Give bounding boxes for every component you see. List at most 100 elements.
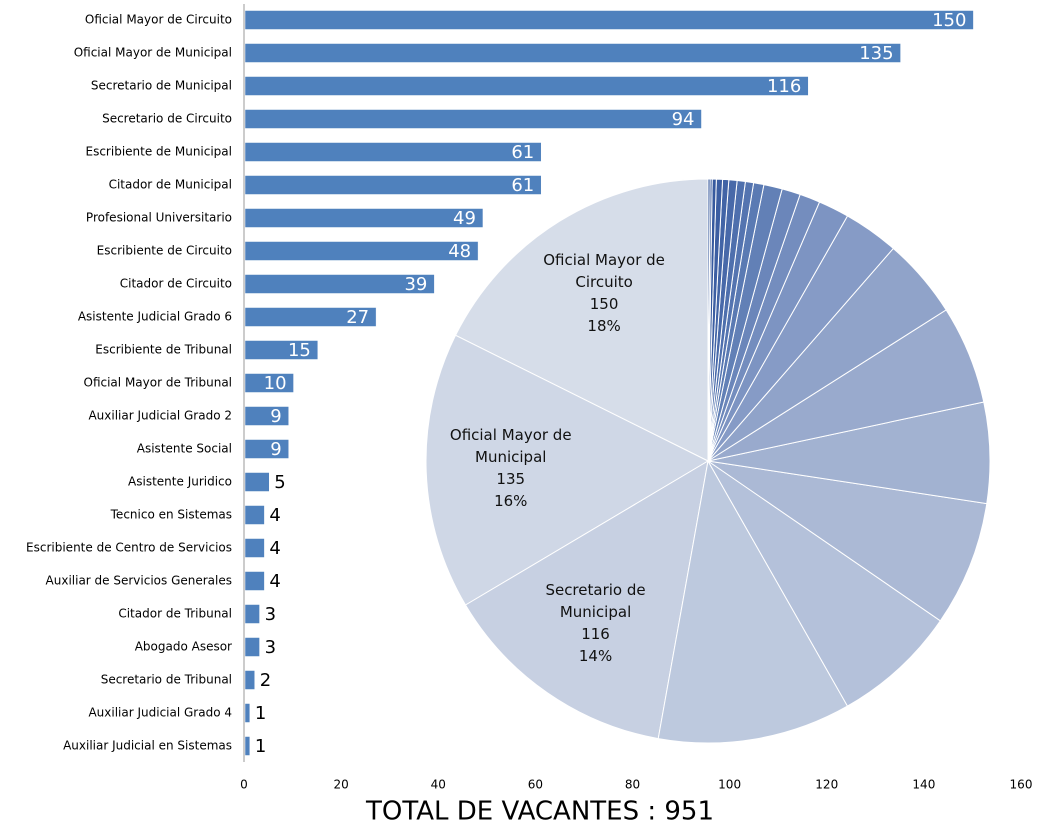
pie-slice (464, 460, 709, 740)
pie-label: Oficial Mayor de Municipal 135 16% (426, 424, 596, 512)
pie-label: Oficial Mayor de Circuito 150 18% (519, 249, 689, 337)
bar (244, 175, 542, 195)
bar (244, 439, 289, 459)
category-label: Auxiliar Judicial Grado 4 (88, 706, 232, 720)
value-label: 15 (288, 340, 311, 361)
x-tick-label: 140 (912, 778, 935, 792)
slice-percent: 18% (587, 317, 621, 336)
x-tick-label: 120 (815, 778, 838, 792)
slice-name: Secretario de Municipal (545, 581, 646, 622)
value-label: 9 (270, 406, 281, 427)
value-label: 116 (767, 76, 801, 97)
category-label: Abogado Asesor (135, 640, 232, 654)
bar (244, 604, 260, 624)
category-label: Secretario de Tribunal (101, 673, 232, 687)
category-label: Oficial Mayor de Tribunal (84, 376, 233, 390)
value-label: 150 (932, 10, 966, 31)
value-label: 3 (265, 604, 276, 625)
value-label: 3 (265, 637, 276, 658)
value-label: 27 (346, 307, 369, 328)
category-label: Asistente Social (137, 442, 232, 456)
pie-slice (425, 334, 710, 606)
value-label: 1 (255, 703, 266, 724)
value-label: 1 (255, 736, 266, 757)
category-label: Auxiliar Judicial Grado 2 (88, 409, 232, 423)
category-label: Citador de Municipal (109, 178, 232, 192)
category-label: Oficial Mayor de Municipal (74, 46, 232, 60)
bar (244, 10, 974, 30)
slice-name: Oficial Mayor de Circuito (543, 251, 665, 292)
bar (244, 703, 251, 723)
pie-label: Secretario de Municipal 116 14% (511, 579, 681, 667)
bar (244, 406, 289, 426)
x-tick-label: 20 (333, 778, 348, 792)
category-label: Escribiente de Circuito (97, 244, 232, 258)
pie-slice (454, 178, 709, 462)
x-tick-label: 100 (718, 778, 741, 792)
value-label: 94 (672, 109, 695, 130)
bar (244, 505, 265, 525)
pie-slice (657, 459, 849, 744)
bar (244, 307, 377, 327)
value-label: 61 (511, 175, 534, 196)
category-label: Auxiliar Judicial en Sistemas (63, 739, 232, 753)
category-label: Citador de Circuito (120, 277, 232, 291)
x-tick-label: 40 (431, 778, 446, 792)
category-label: Tecnico en Sistemas (110, 508, 232, 522)
value-label: 135 (859, 43, 893, 64)
value-label: 4 (269, 538, 280, 559)
bar (244, 736, 251, 756)
slice-value: 116 (581, 625, 610, 644)
value-label: 5 (274, 472, 285, 493)
value-label: 9 (270, 439, 281, 460)
category-label: Escribiente de Centro de Servicios (26, 541, 232, 555)
category-label: Secretario de Circuito (102, 112, 232, 126)
category-label: Escribiente de Municipal (86, 145, 233, 159)
slice-name: Oficial Mayor de Municipal (449, 426, 572, 467)
bar (244, 274, 435, 294)
value-label: 2 (260, 670, 271, 691)
bar (244, 373, 294, 393)
pie-slice (707, 178, 711, 462)
category-label: Citador de Tribunal (118, 607, 232, 621)
value-label: 10 (264, 373, 287, 394)
category-label: Profesional Universitario (86, 211, 232, 225)
value-label: 61 (511, 142, 534, 163)
slice-percent: 16% (494, 492, 528, 511)
value-label: 4 (269, 571, 280, 592)
bar (244, 340, 319, 360)
bar (244, 109, 702, 129)
x-axis-label: TOTAL DE VACANTES : 951 (365, 797, 714, 827)
slice-value: 150 (589, 295, 619, 314)
bar (244, 571, 265, 591)
pie-slice (707, 460, 988, 622)
category-label: Asistente Judicial Grado 6 (78, 310, 232, 324)
pie-slice (707, 460, 942, 707)
x-tick-label: 160 (1010, 778, 1033, 792)
bar (244, 208, 484, 228)
bar (244, 142, 542, 162)
x-tick-label: 60 (528, 778, 543, 792)
category-label: Secretario de Municipal (91, 79, 232, 93)
x-tick-label: 0 (240, 778, 248, 792)
bar (244, 43, 901, 63)
category-label: Escribiente de Tribunal (95, 343, 232, 357)
bar (244, 76, 809, 96)
x-tick-label: 80 (625, 778, 640, 792)
value-label: 48 (448, 241, 471, 262)
category-label: Asistente Juridico (128, 475, 232, 489)
value-label: 49 (453, 208, 476, 229)
bar (244, 538, 265, 558)
value-label: 39 (404, 274, 427, 295)
value-label: 4 (269, 505, 280, 526)
bar (244, 472, 270, 492)
slice-percent: 14% (578, 647, 613, 666)
bar (244, 241, 479, 261)
category-label: Auxiliar de Servicios Generales (46, 574, 232, 588)
bar (244, 670, 255, 690)
bar (244, 637, 260, 657)
category-label: Oficial Mayor de Circuito (85, 13, 232, 27)
slice-value: 135 (496, 470, 526, 489)
